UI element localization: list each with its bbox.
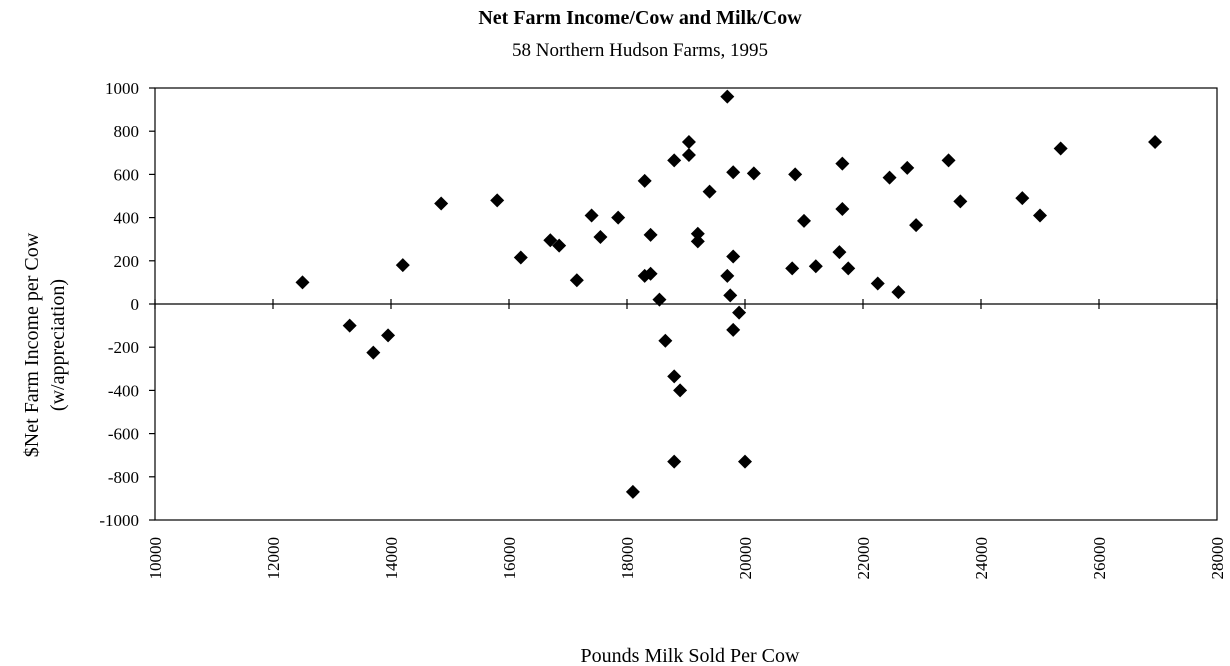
- y-tick-label: 200: [114, 252, 140, 271]
- data-point: [395, 258, 410, 273]
- data-point: [593, 230, 608, 245]
- data-point: [637, 173, 652, 188]
- data-point: [342, 318, 357, 333]
- data-point: [723, 288, 738, 303]
- data-point: [681, 135, 696, 149]
- data-point: [702, 184, 717, 199]
- x-tick-label: 16000: [500, 537, 519, 580]
- data-point: [726, 322, 741, 337]
- data-point: [625, 484, 640, 499]
- data-point: [870, 276, 885, 291]
- data-point: [720, 268, 735, 283]
- data-point: [720, 89, 735, 104]
- data-point: [643, 227, 658, 242]
- data-point: [643, 266, 658, 281]
- y-tick-label: -800: [108, 468, 139, 487]
- data-point: [726, 249, 741, 264]
- data-point: [832, 245, 847, 260]
- data-point: [953, 194, 968, 209]
- chart-subtitle: 58 Northern Hudson Farms, 1995: [512, 40, 768, 61]
- data-point: [667, 153, 682, 168]
- data-point: [381, 328, 396, 343]
- data-point: [941, 153, 956, 168]
- x-tick-label: 22000: [854, 537, 873, 580]
- x-tick-label: 28000: [1208, 537, 1227, 580]
- data-point: [746, 166, 761, 181]
- x-axis-label: Pounds Milk Sold Per Cow: [581, 645, 800, 666]
- data-points: [295, 89, 1163, 499]
- data-point: [584, 208, 599, 223]
- data-point: [909, 218, 924, 233]
- data-point: [891, 285, 906, 300]
- x-tick-label: 14000: [382, 537, 401, 580]
- data-point: [835, 201, 850, 216]
- chart-title: Net Farm Income/Cow and Milk/Cow: [478, 7, 802, 29]
- data-point: [552, 238, 567, 253]
- data-point: [1053, 141, 1068, 156]
- data-point: [738, 454, 752, 469]
- data-point: [366, 345, 381, 360]
- data-point: [1015, 191, 1030, 206]
- data-point: [900, 160, 915, 175]
- data-point: [673, 383, 688, 398]
- data-point: [797, 213, 811, 228]
- y-tick-label: -600: [108, 425, 139, 444]
- x-tick-label: 18000: [618, 537, 637, 580]
- y-tick-label: 600: [114, 165, 140, 184]
- x-tick-label: 26000: [1090, 537, 1109, 580]
- x-tick-label: 12000: [264, 537, 283, 580]
- data-point: [690, 226, 705, 241]
- data-point: [732, 305, 747, 320]
- y-tick-label: 0: [131, 295, 140, 314]
- data-point: [808, 259, 823, 274]
- data-point: [681, 147, 696, 162]
- x-tick-label: 10000: [146, 537, 165, 580]
- y-tick-label: 400: [114, 209, 140, 228]
- x-tick-label: 24000: [972, 537, 991, 580]
- data-point: [835, 156, 850, 171]
- data-point: [490, 193, 505, 208]
- data-point: [690, 234, 705, 249]
- data-point: [513, 250, 528, 265]
- data-point: [667, 369, 682, 384]
- data-point: [882, 170, 897, 185]
- y-axis-ticks: 1000 800 600 400 200 0 -200 -400 -600 -800 -1000: [99, 79, 155, 530]
- y-tick-label: 1000: [105, 79, 139, 98]
- y-tick-label: -200: [108, 338, 139, 357]
- data-point: [726, 165, 741, 180]
- y-tick-label: -400: [108, 381, 139, 400]
- y-axis-label-line1: $Net Farm Income per Cow: [21, 232, 43, 457]
- data-point: [611, 210, 626, 225]
- data-point: [569, 273, 584, 288]
- x-tick-label: 20000: [736, 537, 755, 580]
- data-point: [434, 196, 449, 211]
- y-axis-label-line2: (w/appreciation): [47, 279, 69, 411]
- data-point: [658, 333, 673, 348]
- data-point: [841, 261, 856, 276]
- y-axis-label: $Net Farm Income per Cow (w/appreciation…: [21, 232, 69, 457]
- data-point: [667, 454, 682, 469]
- data-point: [785, 261, 800, 276]
- y-tick-label: -1000: [99, 511, 139, 530]
- data-point: [295, 275, 310, 290]
- x-axis-ticks: 10000 12000 14000 16000 18000 20000 22000 24000…: [146, 299, 1227, 580]
- data-point: [1148, 135, 1163, 149]
- data-point: [788, 167, 803, 182]
- data-point: [543, 233, 558, 248]
- y-tick-label: 800: [114, 122, 140, 141]
- data-point: [1033, 208, 1047, 223]
- data-point: [652, 292, 667, 307]
